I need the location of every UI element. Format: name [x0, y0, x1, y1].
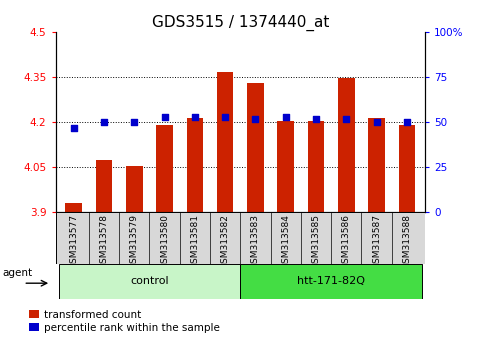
Bar	[398, 125, 415, 212]
Bar	[241, 264, 422, 299]
Text: GSM313588: GSM313588	[402, 214, 412, 269]
Point	[130, 119, 138, 125]
Text: GSM313577: GSM313577	[69, 214, 78, 269]
Text: GSM313581: GSM313581	[190, 214, 199, 269]
Bar	[277, 121, 294, 212]
Point	[161, 114, 169, 120]
Text: GSM313578: GSM313578	[99, 214, 109, 269]
Bar	[338, 79, 355, 212]
Point	[191, 114, 199, 120]
Bar	[186, 118, 203, 212]
Text: GSM313587: GSM313587	[372, 214, 381, 269]
Bar	[126, 166, 142, 212]
Text: GSM313585: GSM313585	[312, 214, 321, 269]
Text: GSM313584: GSM313584	[281, 214, 290, 269]
Bar	[368, 118, 385, 212]
Text: agent: agent	[3, 268, 33, 278]
Bar	[58, 264, 241, 299]
Point	[70, 125, 78, 130]
Bar	[247, 83, 264, 212]
Bar	[308, 121, 325, 212]
Text: htt-171-82Q: htt-171-82Q	[297, 276, 365, 286]
Point	[312, 116, 320, 121]
Text: control: control	[130, 276, 169, 286]
Point	[403, 119, 411, 125]
Point	[373, 119, 381, 125]
Bar	[156, 125, 173, 212]
Point	[252, 116, 259, 121]
Title: GDS3515 / 1374440_at: GDS3515 / 1374440_at	[152, 14, 329, 30]
Bar	[217, 73, 233, 212]
Bar	[96, 160, 113, 212]
Point	[282, 114, 290, 120]
Text: GSM313582: GSM313582	[221, 214, 229, 269]
Text: GSM313580: GSM313580	[160, 214, 169, 269]
Legend: transformed count, percentile rank within the sample: transformed count, percentile rank withi…	[29, 310, 220, 333]
Point	[100, 119, 108, 125]
Bar	[65, 203, 82, 212]
Text: GSM313579: GSM313579	[130, 214, 139, 269]
Point	[221, 114, 229, 120]
Bar	[56, 212, 425, 264]
Text: GSM313583: GSM313583	[251, 214, 260, 269]
Point	[342, 116, 350, 121]
Text: GSM313586: GSM313586	[342, 214, 351, 269]
